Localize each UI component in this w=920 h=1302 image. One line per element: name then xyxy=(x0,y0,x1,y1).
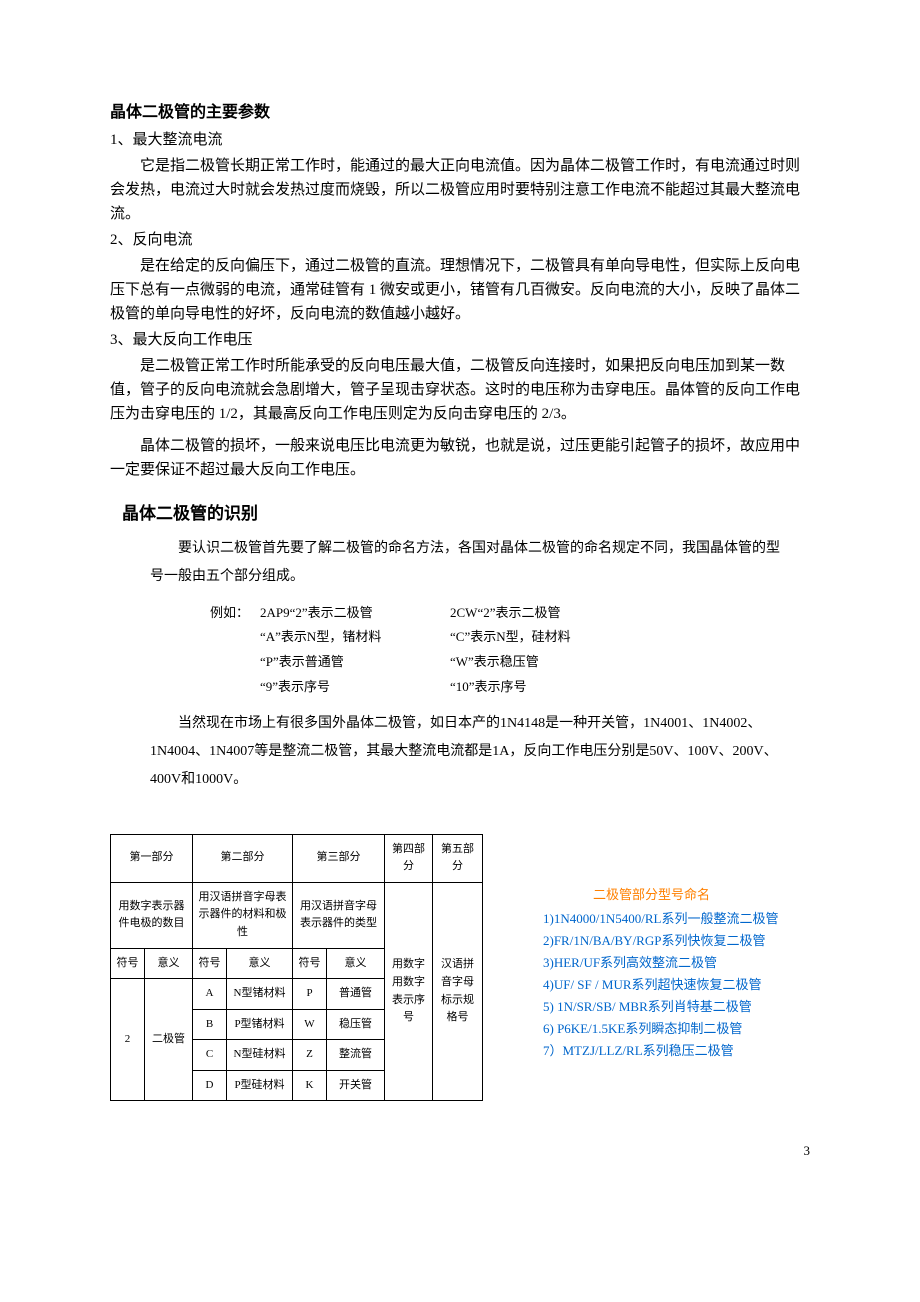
th-part5: 第五部分 xyxy=(433,834,483,882)
example-left-2: “P”表示普通管 xyxy=(260,654,344,669)
th-sub-1: 意义 xyxy=(145,948,193,979)
th-sub-2: 符号 xyxy=(193,948,227,979)
td-r1c0: B xyxy=(193,1009,227,1040)
series-item-4: 5) 1N/SR/SB/ MBR系列肖特基二极管 xyxy=(543,996,778,1018)
example-label: 例如： xyxy=(210,601,260,626)
examples-block: 例如：2AP9“2”表示二极管 2CW“2”表示二极管 “A”表示N型，锗材料 … xyxy=(210,601,810,700)
section-3-heading: 3、最大反向工作电压 xyxy=(110,328,810,352)
th-sub-3: 意义 xyxy=(227,948,293,979)
td-diode: 二极管 xyxy=(145,979,193,1101)
th-sub-0: 符号 xyxy=(111,948,145,979)
example-right-1: “C”表示N型，硅材料 xyxy=(450,625,690,650)
series-item-0: 1)1N4000/1N5400/RL系列一般整流二极管 xyxy=(543,908,778,930)
page-title: 晶体二极管的主要参数 xyxy=(110,100,810,126)
td-r3c2: K xyxy=(293,1070,327,1101)
example-left-3: “9”表示序号 xyxy=(260,679,330,694)
th-part5-desc: 汉语拼音字母标示规格号 xyxy=(433,882,483,1101)
th-part1: 第一部分 xyxy=(111,834,193,882)
example-left-1: “A”表示N型，锗材料 xyxy=(260,629,381,644)
td-r1c3: 稳压管 xyxy=(327,1009,385,1040)
series-title: 二极管部分型号命名 xyxy=(593,884,778,906)
th-part3: 第三部分 xyxy=(293,834,385,882)
section-3: 3、最大反向工作电压 是二极管正常工作时所能承受的反向电压最大值，二极管反向连接… xyxy=(110,328,810,426)
th-mid3: 用汉语拼音字母表示器件的类型 xyxy=(293,882,385,948)
naming-table: 第一部分 第二部分 第三部分 第四部分 第五部分 用数字表示器件电极的数目 用汉… xyxy=(110,834,483,1102)
th-mid1: 用数字表示器件电极的数目 xyxy=(111,882,193,948)
section-1-body: 它是指二极管长期正常工作时，能通过的最大正向电流值。因为晶体二极管工作时，有电流… xyxy=(110,154,810,226)
series-item-5: 6) P6KE/1.5KE系列瞬态抑制二极管 xyxy=(543,1018,778,1040)
example-right-2: “W”表示稳压管 xyxy=(450,650,690,675)
example-left-0: 2AP9“2”表示二极管 xyxy=(260,605,373,620)
identification-heading: 晶体二极管的识别 xyxy=(122,500,810,527)
section-1-heading: 1、最大整流电流 xyxy=(110,128,810,152)
series-list: 二极管部分型号命名 1)1N4000/1N5400/RL系列一般整流二极管 2)… xyxy=(543,884,778,1063)
section-2-heading: 2、反向电流 xyxy=(110,228,810,252)
closing-paragraph: 晶体二极管的损坏，一般来说电压比电流更为敏锐，也就是说，过压更能引起管子的损坏，… xyxy=(110,434,810,482)
td-r1c1: P型锗材料 xyxy=(227,1009,293,1040)
td-r2c1: N型硅材料 xyxy=(227,1040,293,1071)
td-r0c0: A xyxy=(193,979,227,1010)
th-mid2: 用汉语拼音字母表示器件的材料和极性 xyxy=(193,882,293,948)
td-r2c0: C xyxy=(193,1040,227,1071)
example-right-3: “10”表示序号 xyxy=(450,675,690,700)
td-r0c1: N型锗材料 xyxy=(227,979,293,1010)
series-item-3: 4)UF/ SF / MUR系列超快速恢复二极管 xyxy=(543,974,778,996)
th-part4: 第四部分 xyxy=(385,834,433,882)
td-r0c2: P xyxy=(293,979,327,1010)
td-r3c3: 开关管 xyxy=(327,1070,385,1101)
td-r2c3: 整流管 xyxy=(327,1040,385,1071)
section-2-body: 是在给定的反向偏压下，通过二极管的直流。理想情况下，二极管具有单向导电性，但实际… xyxy=(110,254,810,326)
example-right-0: 2CW“2”表示二极管 xyxy=(450,601,690,626)
td-r3c0: D xyxy=(193,1070,227,1101)
th-part2: 第二部分 xyxy=(193,834,293,882)
section-2: 2、反向电流 是在给定的反向偏压下，通过二极管的直流。理想情况下，二极管具有单向… xyxy=(110,228,810,326)
td-r1c2: W xyxy=(293,1009,327,1040)
td-r3c1: P型硅材料 xyxy=(227,1070,293,1101)
page-number: 3 xyxy=(110,1141,810,1162)
identification-intro: 要认识二极管首先要了解二极管的命名方法，各国对晶体二极管的命名规定不同，我国晶体… xyxy=(150,535,780,591)
td-code-2: 2 xyxy=(111,979,145,1101)
foreign-diodes-paragraph: 当然现在市场上有很多国外晶体二极管，如日本产的1N4148是一种开关管，1N40… xyxy=(150,710,780,794)
series-item-6: 7）MTZJ/LLZ/RL系列稳压二极管 xyxy=(543,1040,778,1062)
th-part4-desc: 用数字用数字表示序号 xyxy=(385,882,433,1101)
section-3-body: 是二极管正常工作时所能承受的反向电压最大值，二极管反向连接时，如果把反向电压加到… xyxy=(110,354,810,426)
th-sub-4: 符号 xyxy=(293,948,327,979)
td-r2c2: Z xyxy=(293,1040,327,1071)
th-sub-5: 意义 xyxy=(327,948,385,979)
series-item-2: 3)HER/UF系列高效整流二极管 xyxy=(543,952,778,974)
section-1: 1、最大整流电流 它是指二极管长期正常工作时，能通过的最大正向电流值。因为晶体二… xyxy=(110,128,810,226)
td-r0c3: 普通管 xyxy=(327,979,385,1010)
series-item-1: 2)FR/1N/BA/BY/RGP系列快恢复二极管 xyxy=(543,930,778,952)
